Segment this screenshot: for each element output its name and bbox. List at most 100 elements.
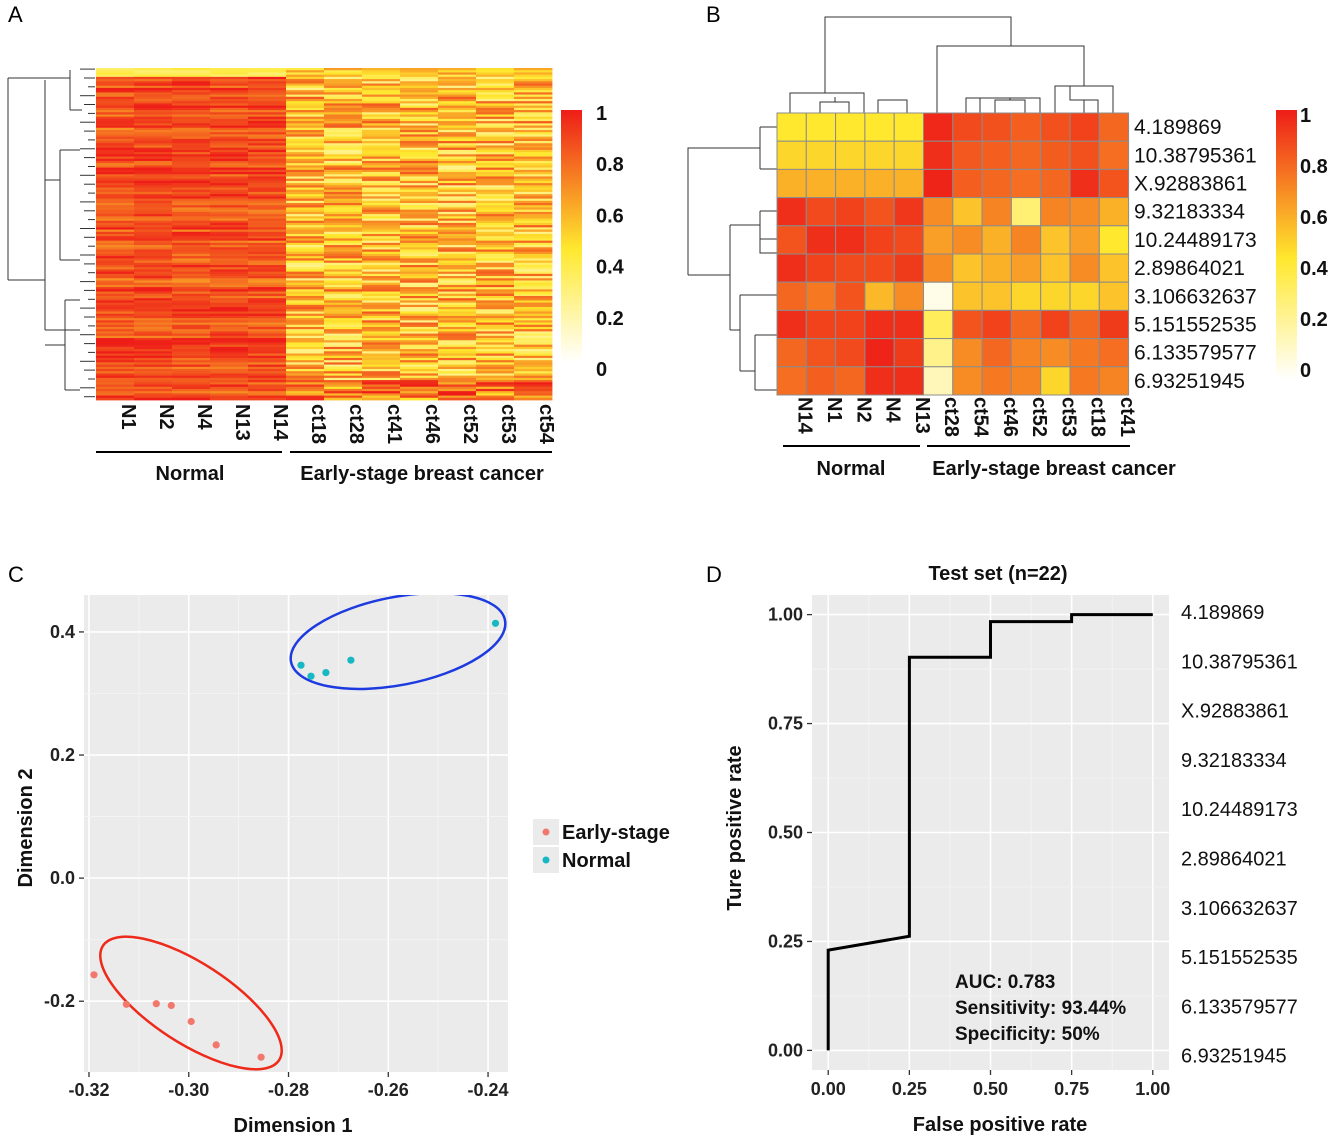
- heatmap-cell: [514, 110, 553, 113]
- heatmap-cell: [324, 284, 363, 288]
- heatmap-cell: [286, 79, 325, 82]
- heatmap-cell: [400, 331, 439, 334]
- heatmap-cell: [400, 346, 439, 350]
- heatmap-cell: [476, 90, 515, 93]
- heatmap-cell: [134, 81, 173, 84]
- heatmap-cell: [438, 79, 477, 82]
- heatmap-cell: [172, 92, 211, 95]
- heatmap-cell: [400, 388, 439, 392]
- heatmap-cell: [864, 281, 895, 311]
- heatmap-cell: [362, 121, 401, 124]
- heatmap-cell: [134, 121, 173, 124]
- heatmap-cell: [134, 322, 173, 326]
- heatmap-cell: [476, 191, 515, 195]
- heatmap-cell: [324, 145, 363, 149]
- heatmap-cell: [324, 94, 363, 98]
- heatmap-cell: [438, 200, 477, 204]
- heatmap-cell: [400, 353, 439, 357]
- heatmap-cell: [400, 127, 439, 131]
- heatmap-cell: [324, 320, 363, 323]
- heatmap-cell: [476, 72, 515, 76]
- heatmap-cell: [286, 249, 325, 253]
- heatmap-cell: [438, 114, 477, 118]
- heatmap-cell: [210, 287, 249, 290]
- heatmap-cell: [400, 302, 439, 306]
- heatmap-cell: [248, 189, 287, 193]
- heatmap-cell: [172, 143, 211, 146]
- panel-d-x-axis-title: False positive rate: [913, 1114, 1088, 1136]
- heatmap-cell: [134, 278, 173, 281]
- heatmap-cell: [400, 227, 439, 230]
- heatmap-cell: [248, 68, 287, 71]
- heatmap-cell: [134, 309, 173, 312]
- heatmap-cell: [400, 260, 439, 264]
- heatmap-cell: [438, 134, 477, 138]
- heatmap-cell: [134, 129, 173, 133]
- heatmap-cell: [172, 304, 211, 308]
- heatmap-cell: [476, 156, 515, 160]
- heatmap-cell: [400, 242, 439, 246]
- heatmap-cell: [400, 207, 439, 211]
- heatmap-cell: [324, 269, 363, 273]
- heatmap-cell: [438, 238, 477, 242]
- scatter-point: [187, 1017, 195, 1026]
- heatmap-cell: [514, 273, 553, 277]
- heatmap-cell: [210, 260, 249, 264]
- y-tick-label: 0.00: [768, 1040, 803, 1060]
- heatmap-cell: [514, 280, 553, 284]
- heatmap-cell: [134, 251, 173, 255]
- heatmap-cell: [96, 344, 135, 348]
- heatmap-cell: [248, 116, 287, 120]
- heatmap-cell: [248, 167, 287, 171]
- heatmap-cell: [514, 309, 553, 312]
- heatmap-cell: [514, 371, 553, 374]
- heatmap-cell: [172, 264, 211, 268]
- heatmap-cell: [96, 198, 135, 202]
- heatmap-cell: [286, 302, 325, 306]
- panel-d-auc-label: AUC: 0.783: [955, 972, 1055, 993]
- heatmap-cell: [286, 298, 325, 301]
- heatmap-cell: [476, 236, 515, 239]
- heatmap-cell: [893, 197, 925, 227]
- heatmap-cell: [476, 176, 515, 180]
- heatmap-cell: [362, 311, 401, 315]
- panel-b-colorbar: [1276, 110, 1297, 380]
- heatmap-cell: [210, 240, 249, 244]
- panel-b-colorbar-tick: 0.2: [1300, 309, 1328, 331]
- heatmap-cell: [514, 143, 553, 146]
- heatmap-cell: [362, 68, 401, 71]
- heatmap-cell: [324, 83, 363, 87]
- heatmap-cell: [210, 174, 249, 177]
- heatmap-cell: [286, 242, 325, 246]
- heatmap-cell: [172, 364, 211, 368]
- panel-d-right-label: 4.189869: [1181, 602, 1264, 624]
- heatmap-cell: [134, 96, 173, 100]
- heatmap-cell: [172, 340, 211, 343]
- heatmap-cell: [514, 369, 553, 372]
- heatmap-cell: [400, 307, 439, 310]
- heatmap-cell: [362, 94, 401, 98]
- heatmap-cell: [476, 242, 515, 246]
- heatmap-cell: [210, 83, 249, 87]
- heatmap-cell: [400, 132, 439, 135]
- heatmap-cell: [172, 98, 211, 102]
- heatmap-cell: [514, 127, 553, 131]
- heatmap-cell: [134, 333, 173, 337]
- heatmap-cell: [362, 320, 401, 323]
- heatmap-cell: [362, 107, 401, 111]
- heatmap-cell: [514, 105, 553, 109]
- panel-a-column-label: ct52: [459, 404, 481, 444]
- heatmap-cell: [96, 362, 135, 365]
- heatmap-cell: [324, 355, 363, 359]
- heatmap-cell: [514, 220, 553, 224]
- heatmap-cell: [248, 156, 287, 160]
- heatmap-cell: [864, 197, 895, 227]
- heatmap-cell: [286, 258, 325, 261]
- heatmap-cell: [438, 236, 477, 239]
- heatmap-cell: [476, 121, 515, 124]
- heatmap-cell: [952, 281, 983, 311]
- heatmap-cell: [514, 329, 553, 332]
- heatmap-cell: [172, 81, 211, 84]
- panel-b-column-label: N2: [852, 397, 874, 423]
- heatmap-cell: [286, 174, 325, 177]
